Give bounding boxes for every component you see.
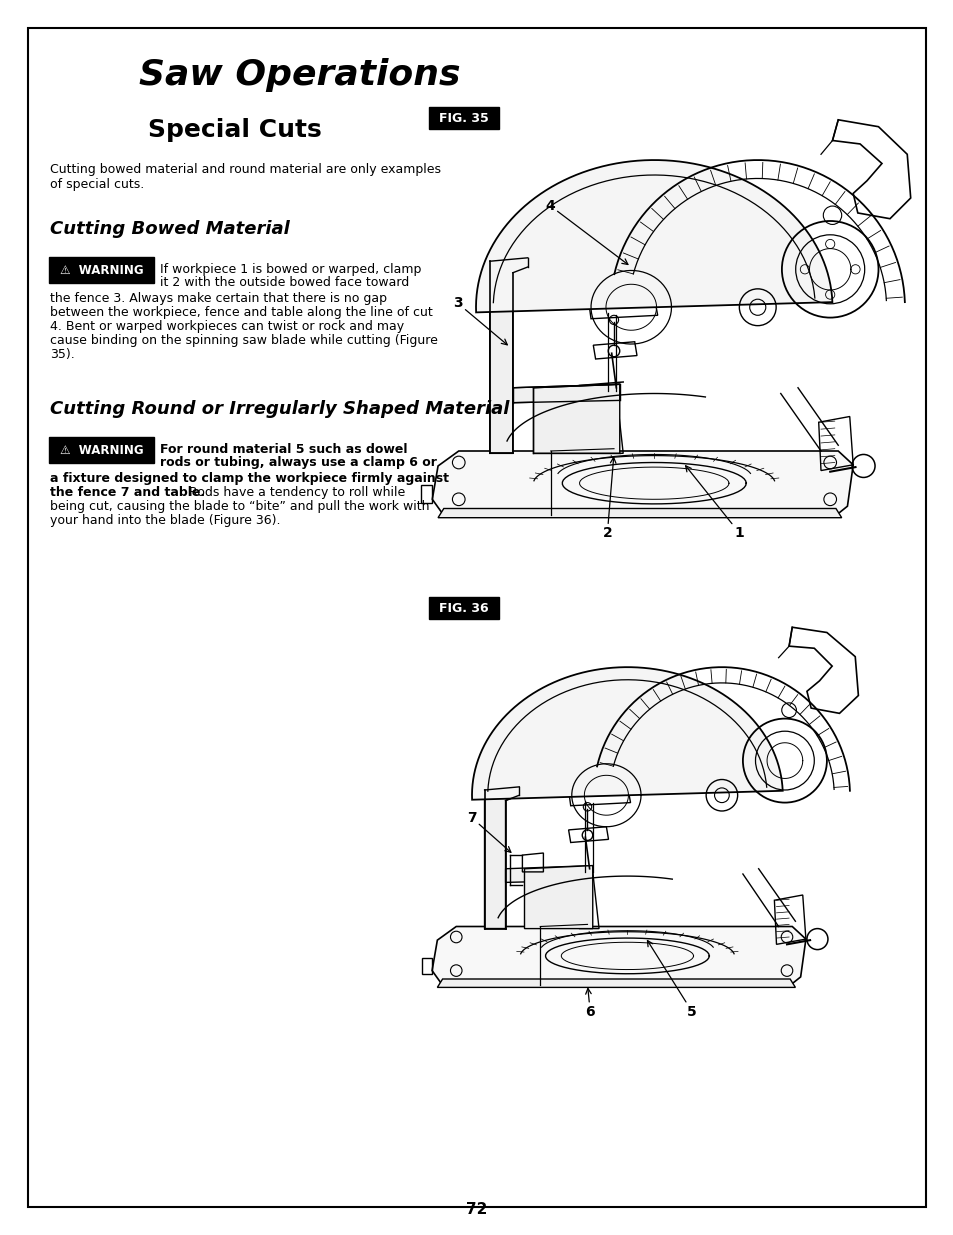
Text: Cutting Bowed Material: Cutting Bowed Material: [50, 220, 290, 238]
Text: the fence 3. Always make certain that there is no gap: the fence 3. Always make certain that th…: [50, 291, 387, 305]
Polygon shape: [472, 667, 781, 800]
Text: FIG. 35: FIG. 35: [438, 111, 488, 125]
Text: ⚠  WARNING: ⚠ WARNING: [60, 263, 144, 277]
Polygon shape: [432, 926, 805, 986]
Text: 35).: 35).: [50, 348, 74, 361]
Text: your hand into the blade (Figure 36).: your hand into the blade (Figure 36).: [50, 514, 280, 527]
Polygon shape: [489, 258, 527, 453]
Text: 3: 3: [453, 296, 507, 345]
Text: For round material 5 such as dowel: For round material 5 such as dowel: [160, 443, 407, 456]
Text: Special Cuts: Special Cuts: [148, 119, 321, 142]
Text: between the workpiece, fence and table along the line of cut: between the workpiece, fence and table a…: [50, 306, 433, 319]
Text: If workpiece 1 is bowed or warped, clamp: If workpiece 1 is bowed or warped, clamp: [160, 263, 421, 275]
Text: FIG. 36: FIG. 36: [438, 601, 488, 615]
Polygon shape: [484, 787, 518, 929]
Text: 4. Bent or warped workpieces can twist or rock and may: 4. Bent or warped workpieces can twist o…: [50, 320, 404, 333]
Polygon shape: [524, 866, 592, 929]
Text: 6: 6: [585, 988, 595, 1019]
FancyBboxPatch shape: [49, 437, 153, 463]
Polygon shape: [437, 509, 841, 517]
Text: rods or tubing, always use a clamp 6 or: rods or tubing, always use a clamp 6 or: [160, 456, 436, 469]
FancyBboxPatch shape: [429, 107, 498, 128]
Text: Cutting Round or Irregularly Shaped Material: Cutting Round or Irregularly Shaped Mate…: [50, 400, 509, 417]
Polygon shape: [505, 866, 592, 882]
Polygon shape: [533, 384, 619, 453]
Text: Cutting bowed material and round material are only examples: Cutting bowed material and round materia…: [50, 163, 440, 177]
Text: 4: 4: [544, 199, 627, 264]
Text: 72: 72: [466, 1203, 487, 1218]
Text: the fence 7 and table.: the fence 7 and table.: [50, 487, 205, 499]
Polygon shape: [436, 979, 795, 988]
Text: 7: 7: [466, 810, 511, 852]
Text: it 2 with the outside bowed face toward: it 2 with the outside bowed face toward: [160, 275, 409, 289]
Text: 5: 5: [647, 941, 697, 1019]
Text: 1: 1: [685, 466, 743, 540]
Text: ⚠  WARNING: ⚠ WARNING: [60, 443, 144, 457]
Text: Rods have a tendency to roll while: Rods have a tendency to roll while: [185, 487, 405, 499]
Polygon shape: [476, 161, 832, 312]
Text: 2: 2: [602, 457, 616, 540]
Text: being cut, causing the blade to “bite” and pull the work with: being cut, causing the blade to “bite” a…: [50, 500, 429, 513]
FancyBboxPatch shape: [49, 257, 153, 283]
Polygon shape: [432, 451, 852, 515]
Text: cause binding on the spinning saw blade while cutting (Figure: cause binding on the spinning saw blade …: [50, 333, 437, 347]
Polygon shape: [513, 384, 619, 403]
Text: Saw Operations: Saw Operations: [139, 58, 460, 91]
FancyBboxPatch shape: [429, 597, 498, 619]
Text: a fixture designed to clamp the workpiece firmly against: a fixture designed to clamp the workpiec…: [50, 472, 449, 485]
Text: of special cuts.: of special cuts.: [50, 178, 144, 191]
